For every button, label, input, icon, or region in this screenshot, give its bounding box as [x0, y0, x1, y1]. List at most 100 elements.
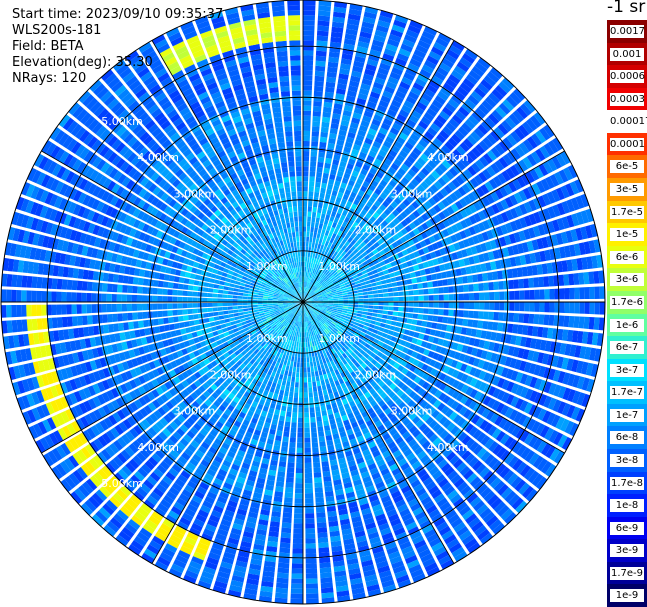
range-gate-cell — [397, 193, 406, 202]
range-gate-cell — [381, 284, 388, 289]
range-gate-cell — [427, 159, 437, 169]
range-gate-cell — [443, 309, 449, 316]
range-gate-cell — [331, 21, 345, 29]
range-gate-cell — [303, 201, 308, 207]
range-gate-cell — [325, 81, 336, 88]
range-gate-cell — [303, 120, 311, 126]
range-gate-cell — [305, 543, 316, 549]
range-gate-cell — [383, 48, 396, 57]
range-gate-cell — [365, 280, 371, 285]
range-gate-cell — [383, 258, 390, 265]
range-gate-cell — [298, 407, 303, 413]
range-gate-cell — [343, 172, 351, 180]
range-gate-cell — [290, 588, 303, 594]
range-gate-cell — [386, 315, 393, 320]
range-gate-cell — [316, 40, 328, 47]
range-gate-cell — [470, 131, 481, 142]
range-gate-cell — [305, 538, 316, 544]
range-gate-cell — [356, 177, 364, 185]
range-gate-cell — [292, 407, 298, 413]
range-gate-cell — [481, 100, 494, 112]
range-gate-cell — [413, 188, 422, 197]
range-gate-cell — [306, 295, 311, 299]
range-gate-cell — [403, 72, 415, 82]
range-gate-cell — [439, 129, 450, 140]
range-gate-cell — [518, 278, 525, 289]
range-gate-cell — [348, 296, 354, 300]
range-gate-cell — [404, 34, 417, 44]
range-gate-cell — [395, 275, 402, 282]
range-gate-cell — [288, 396, 293, 403]
range-gate-cell — [413, 295, 419, 301]
range-gate-cell — [385, 224, 393, 232]
range-gate-cell — [383, 208, 392, 216]
range-gate-cell — [501, 170, 511, 182]
range-gate-cell — [504, 291, 510, 300]
range-gate-cell — [338, 73, 349, 80]
range-gate-cell — [315, 406, 321, 412]
range-gate-cell — [412, 210, 421, 218]
range-gate-cell — [468, 293, 475, 301]
range-gate-cell — [502, 137, 514, 149]
range-gate-cell — [478, 171, 488, 183]
range-gate-cell — [413, 307, 419, 313]
range-gate-cell — [480, 184, 490, 195]
range-gate-cell — [403, 296, 409, 301]
range-gate-cell — [311, 442, 319, 448]
range-gate-cell — [578, 272, 585, 285]
range-gate-cell — [468, 284, 474, 292]
range-gate-cell — [368, 305, 374, 309]
range-gate-cell — [321, 182, 327, 189]
range-gate-cell — [357, 263, 364, 269]
range-gate-cell — [276, 476, 285, 483]
range-gate-cell — [289, 442, 296, 448]
range-gate-cell — [308, 382, 312, 388]
range-gate-cell — [385, 232, 392, 239]
range-gate-cell — [401, 176, 410, 185]
range-gate-cell — [291, 422, 297, 428]
range-gate-cell — [450, 203, 459, 213]
range-gate-cell — [384, 324, 391, 330]
range-gate-cell — [317, 254, 321, 260]
range-gate-cell — [308, 277, 311, 283]
range-gate-cell — [316, 522, 327, 529]
range-gate-cell — [305, 241, 309, 247]
range-gate-cell — [315, 65, 326, 72]
range-gate-cell — [535, 130, 547, 144]
range-gate-cell — [375, 171, 384, 179]
range-gate-cell — [404, 233, 412, 241]
range-gate-cell — [316, 517, 327, 524]
range-gate-cell — [286, 411, 292, 418]
range-gate-cell — [461, 122, 473, 133]
range-gate-cell — [326, 279, 332, 284]
range-gate-cell — [431, 273, 437, 281]
range-gate-cell — [377, 309, 384, 314]
range-gate-cell — [381, 220, 389, 228]
range-gate-cell — [297, 336, 300, 343]
range-gate-cell — [356, 272, 363, 277]
range-gate-cell — [323, 480, 333, 487]
range-gate-cell — [345, 200, 353, 208]
range-gate-cell — [303, 181, 309, 187]
range-gate-cell — [363, 223, 370, 231]
range-gate-cell — [403, 307, 409, 312]
range-gate-cell — [357, 41, 370, 49]
range-gate-cell — [452, 163, 463, 174]
range-gate-cell — [312, 273, 315, 279]
range-gate-cell — [303, 332, 305, 338]
range-gate-cell — [276, 582, 289, 589]
range-gate-cell — [473, 292, 480, 301]
range-gate-cell — [295, 472, 303, 479]
range-gate-cell — [303, 35, 315, 41]
range-gate-cell — [398, 296, 404, 301]
range-gate-cell — [589, 286, 595, 299]
range-gate-cell — [285, 385, 290, 392]
range-gate-cell — [357, 289, 363, 293]
range-gate-cell — [325, 288, 331, 292]
range-gate-cell — [309, 361, 314, 367]
range-gate-cell — [374, 136, 384, 145]
range-gate-cell — [323, 303, 329, 305]
range-gate-cell — [340, 232, 347, 239]
range-gate-cell — [364, 6, 379, 15]
range-gate-cell — [382, 118, 393, 127]
